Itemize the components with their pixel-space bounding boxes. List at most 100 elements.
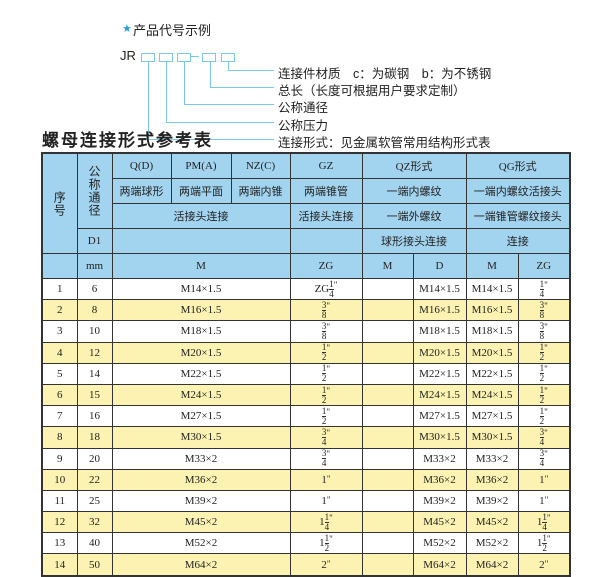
cell-zg: 1 2 " [289,341,363,364]
table-row: 8 18 M30×1.5 3 4 " M30×1.5 M30×1.5 3 4 " [41,426,571,449]
cell-qz-d: M30×1.5 [412,426,467,449]
table-row: 5 14 M22×1.5 1 2 " M22×1.5 M22×1.5 1 2 " [41,362,571,385]
cell-zg: 1 1 2 " [289,532,363,555]
cell-qz-d: M45×2 [412,511,467,534]
header-m: M [111,253,291,279]
header-nz-desc: 两端内锥 [230,178,291,204]
product-code-example: ★ 产品代号示例 JR 连接件材质 c：为碳钢 b：为不锈钢 总长（长度可根据用… [0,0,600,150]
header-pm: PM(A) [170,152,232,179]
cell-qg-zg: 3 8 " [517,299,571,322]
cell-m: M52×2 [111,532,291,555]
cell-qz-m [361,405,414,428]
cell-no: 6 [41,383,78,407]
cell-no: 12 [41,511,78,534]
cell-zg: 3 8 " [289,320,363,343]
cell-qg-zg: 1 2 " [517,383,571,407]
cell-qz-d: M16×1.5 [412,299,467,322]
cell-no: 8 [41,426,78,449]
header-qz-desc: 一端内螺纹 [361,178,467,204]
code-label-material: 连接件材质 c：为碳钢 b：为不锈钢 [278,67,492,81]
cell-qg-m: M36×2 [465,468,519,491]
code-box [202,53,216,62]
header-nz: NZ(C) [230,152,291,179]
cell-qz-m [361,447,414,470]
cell-qz-d: M39×2 [412,489,467,513]
cell-qg-m: M27×1.5 [465,405,519,428]
cell-dn: 16 [76,405,113,428]
code-label-pressure: 公称压力 [278,119,329,133]
cell-zg: 1 2 " [289,383,363,407]
cell-qz-d: M18×1.5 [412,320,467,343]
cell-qg-zg: 1" [517,489,571,513]
cell-m: M27×1.5 [111,405,291,428]
cell-m: M30×1.5 [111,426,291,449]
code-label-length: 总长（长度可根据用户要求定制） [278,84,466,98]
cell-qz-m [361,383,414,407]
cell-qg-m: M64×2 [465,553,519,577]
cell-dn: 8 [76,299,113,322]
header-qz-d: D [412,253,467,279]
cell-qz-m [361,532,414,555]
cell-m: M20×1.5 [111,341,291,364]
cell-qz-d: M52×2 [412,532,467,555]
cell-qz-d: M36×2 [412,468,467,491]
header-qz-m: M [361,253,414,279]
code-label-diameter: 公称通径 [278,101,329,115]
cell-no: 3 [41,320,78,343]
header-qz: QZ形式 [361,152,467,179]
cell-qg-m: M24×1.5 [465,383,519,407]
table-row: 2 8 M16×1.5 3 8 " M16×1.5 M16×1.5 3 8 " [41,299,571,322]
table-row: 9 20 M33×2 3 4 " M33×2 M33×2 3 4 " [41,447,571,470]
cell-no: 9 [41,447,78,470]
cell-no: 1 [41,277,78,301]
cell-dn: 32 [76,511,113,534]
code-box [221,53,235,62]
cell-qg-zg: 1 4 " [517,277,571,301]
cell-m: M16×1.5 [111,299,291,322]
cell-m: M14×1.5 [111,277,291,301]
code-example-title: 产品代号示例 [133,23,212,38]
table-row: 12 32 M45×2 1 1 4 " M45×2 M45×2 1 1 4 " [41,511,571,534]
header-qg-zg: ZG [517,253,571,279]
star-icon: ★ [122,23,132,35]
cell-no: 13 [41,532,78,555]
cell-zg: 1" [289,489,363,513]
cell-qg-m: M30×1.5 [465,426,519,449]
cell-dn: 50 [76,553,113,577]
cell-m: M18×1.5 [111,320,291,343]
cell-qg-m: M45×2 [465,511,519,534]
header-pm-desc: 两端平面 [170,178,232,204]
cell-qz-m [361,468,414,491]
table-row: 13 40 M52×2 1 1 2 " M52×2 M52×2 1 1 2 " [41,532,571,555]
section-title: 螺母连接形式参考表 [42,131,213,151]
header-d1: D1 [76,228,113,254]
cell-no: 5 [41,362,78,385]
cell-qz-d: M14×1.5 [412,277,467,301]
header-mm: mm [76,253,113,279]
cell-qg-m: M14×1.5 [465,277,519,301]
cell-zg: 3 8 " [289,299,363,322]
cell-no: 10 [41,468,78,491]
cell-qg-zg: 1 1 4 " [517,511,571,534]
table-row: 6 15 M24×1.5 1 2 " M24×1.5 M24×1.5 1 2 " [41,383,571,407]
cell-qg-zg: 1 2 " [517,341,571,364]
cell-qz-d: M27×1.5 [412,405,467,428]
header-gz-desc: 两端锥管 [289,178,363,204]
cell-qg-m: M22×1.5 [465,362,519,385]
cell-m: M45×2 [111,511,291,534]
cell-dn: 25 [76,489,113,513]
code-box [177,53,191,62]
header-qz-ball: 球形接头连接 [361,228,467,254]
cell-qz-d: M24×1.5 [412,383,467,407]
cell-qg-zg: 1 1 2 " [517,532,571,555]
cell-qg-m: M33×2 [465,447,519,470]
header-q: Q(D) [111,152,172,179]
cell-qg-zg: 1" [517,468,571,491]
table-row: 10 22 M36×2 1" M36×2 M36×2 1" [41,468,571,491]
header-qg-m: M [465,253,519,279]
table-row: 1 6 M14×1.5 ZG 1 4 " M14×1.5 M14×1.5 1 4 " [41,277,571,301]
table-row: 3 10 M18×1.5 3 8 " M18×1.5 M18×1.5 3 8 " [41,320,571,343]
cell-qg-m: M39×2 [465,489,519,513]
header-gz-connection: 活接头连接 [289,203,363,229]
table-row: 4 12 M20×1.5 1 2 " M20×1.5 M20×1.5 1 2 " [41,341,571,364]
